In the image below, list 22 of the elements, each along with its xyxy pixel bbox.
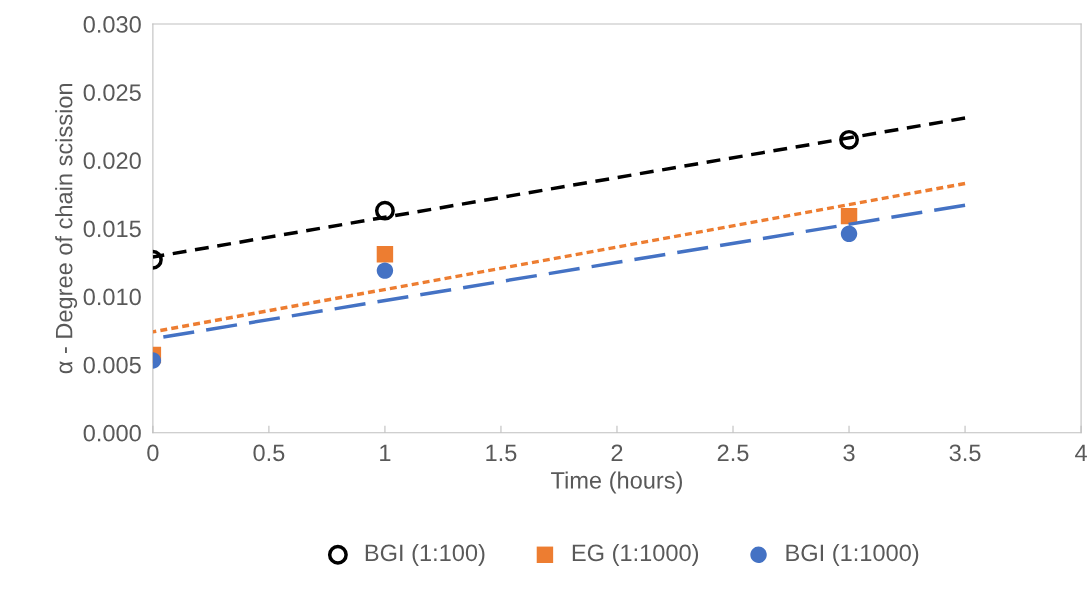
x-tick-label: 0 <box>147 444 159 462</box>
x-tick-label: 4 <box>1075 444 1087 461</box>
legend-label: BGI (1:1000) <box>786 543 919 566</box>
y-tick-label: 0.030 <box>83 16 141 33</box>
y-tick-label: 0.015 <box>83 220 141 238</box>
x-tick-label: 1.5 <box>486 444 517 462</box>
legend-label: EG (1:1000) <box>572 543 699 566</box>
x-tick-label: 3 <box>843 444 855 462</box>
x-tick-label: 2 <box>611 444 623 461</box>
y-axis-title: α - Degree of chain scission <box>55 83 78 374</box>
y-tick-label: 0.005 <box>83 356 141 374</box>
x-tick-label: 2.5 <box>717 444 749 462</box>
x-tick-label: 0.5 <box>253 444 285 462</box>
y-tick-label: 0.010 <box>83 288 141 306</box>
y-tick-label: 0.020 <box>83 152 141 170</box>
point <box>840 225 858 243</box>
y-tick-label: 0.025 <box>83 84 141 101</box>
x-tick-label: 1 <box>380 444 391 461</box>
x-tick-label: 3.5 <box>949 444 981 462</box>
y-tick-label: 0.000 <box>83 424 141 442</box>
x-axis-title: Time (hours) <box>551 471 682 494</box>
legend-label: BGI (1:100) <box>365 543 485 566</box>
